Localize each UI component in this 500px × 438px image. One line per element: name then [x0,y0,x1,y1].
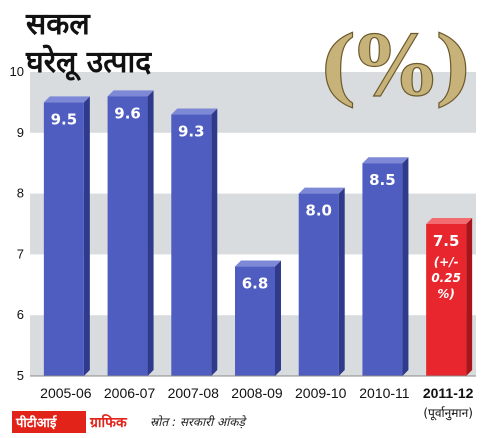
x-category-label: 2009-10 [295,385,347,401]
x-axis-labels: 2005-06 2006-07 2007-08 2008-09 2009-10 2010-… [40,385,473,421]
y-tick-label: 5 [17,368,24,383]
bar-side [402,157,409,376]
brand-name: पीटीआई [15,415,57,431]
bar-top [107,90,154,97]
bar-value-label: 8.5 [369,171,396,189]
bar [107,96,148,376]
y-tick-label: 7 [17,246,24,261]
grid-band [30,72,476,133]
bar-top [362,157,409,164]
bar-value-label: 7.5 [433,232,460,250]
bar [43,102,84,377]
y-axis-ticks: 5 6 7 8 9 10 [10,64,24,383]
y-tick-label: 8 [17,186,24,201]
bar-side [466,218,473,376]
forecast-sublabel: (पूर्वानुमान) [423,406,473,421]
bar [362,163,403,376]
bar-side [338,187,345,376]
highlight-note-line: (+/- [434,255,459,269]
bar-top [298,187,345,194]
x-category-label: 2006-07 [104,385,156,401]
x-category-label: 2008-09 [231,385,283,401]
highlight-note-line: %) [437,287,455,301]
bar-top [43,96,90,103]
x-category-label: 2010-11 [359,385,410,401]
bar-value-label: 8.0 [305,202,332,220]
bar-value-label: 9.3 [178,123,205,141]
bar [235,266,275,376]
bar-side [147,90,154,376]
highlight-note-line: 0.25 [431,271,461,285]
bar-side [83,96,90,377]
bar-value-label: 9.5 [51,110,78,128]
y-tick-label: 9 [17,125,24,140]
bar-side [275,260,281,376]
percent-symbol-graphic: (%) [318,19,474,115]
bar [171,114,212,376]
y-tick-label: 10 [10,64,24,79]
bar-top [171,108,218,115]
x-category-label: 2011-12 [423,385,474,401]
x-category-label: 2007-08 [168,385,220,401]
chart-title-line1: सकल [25,7,91,42]
x-category-label: 2005-06 [40,385,92,401]
bar-value-label: 9.6 [114,104,141,122]
source-note: स्रोत : सरकारी आंकड़े [150,415,248,429]
bars-group: 9.5 9.6 9.3 6.8 8.0 8.5 7.5 (+/- 0.25%) [30,90,476,377]
bar-side [211,108,218,376]
bar [426,224,467,376]
chart-title-line2: घरेलू उत्पाद [25,44,152,81]
grid-band [30,193,476,255]
y-tick-label: 6 [17,307,24,322]
bar [298,193,339,376]
brand-suffix: ग्राफिक [89,414,128,431]
bar-top [235,260,281,267]
bar-value-label: 6.8 [242,275,269,293]
bar-top [426,218,473,224]
brand-badge [12,411,86,433]
